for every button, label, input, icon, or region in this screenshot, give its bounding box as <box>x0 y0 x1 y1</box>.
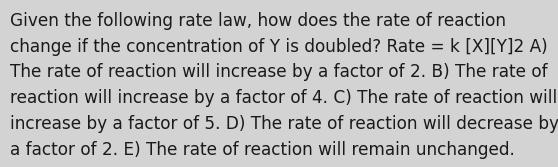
Text: change if the concentration of Y is doubled? Rate = k [X][Y]2 A): change if the concentration of Y is doub… <box>10 38 547 56</box>
Text: Given the following rate law, how does the rate of reaction: Given the following rate law, how does t… <box>10 12 506 30</box>
Text: The rate of reaction will increase by a factor of 2. B) The rate of: The rate of reaction will increase by a … <box>10 63 547 81</box>
Text: increase by a factor of 5. D) The rate of reaction will decrease by: increase by a factor of 5. D) The rate o… <box>10 115 558 133</box>
Text: reaction will increase by a factor of 4. C) The rate of reaction will: reaction will increase by a factor of 4.… <box>10 89 557 107</box>
Text: a factor of 2. E) The rate of reaction will remain unchanged.: a factor of 2. E) The rate of reaction w… <box>10 141 515 159</box>
